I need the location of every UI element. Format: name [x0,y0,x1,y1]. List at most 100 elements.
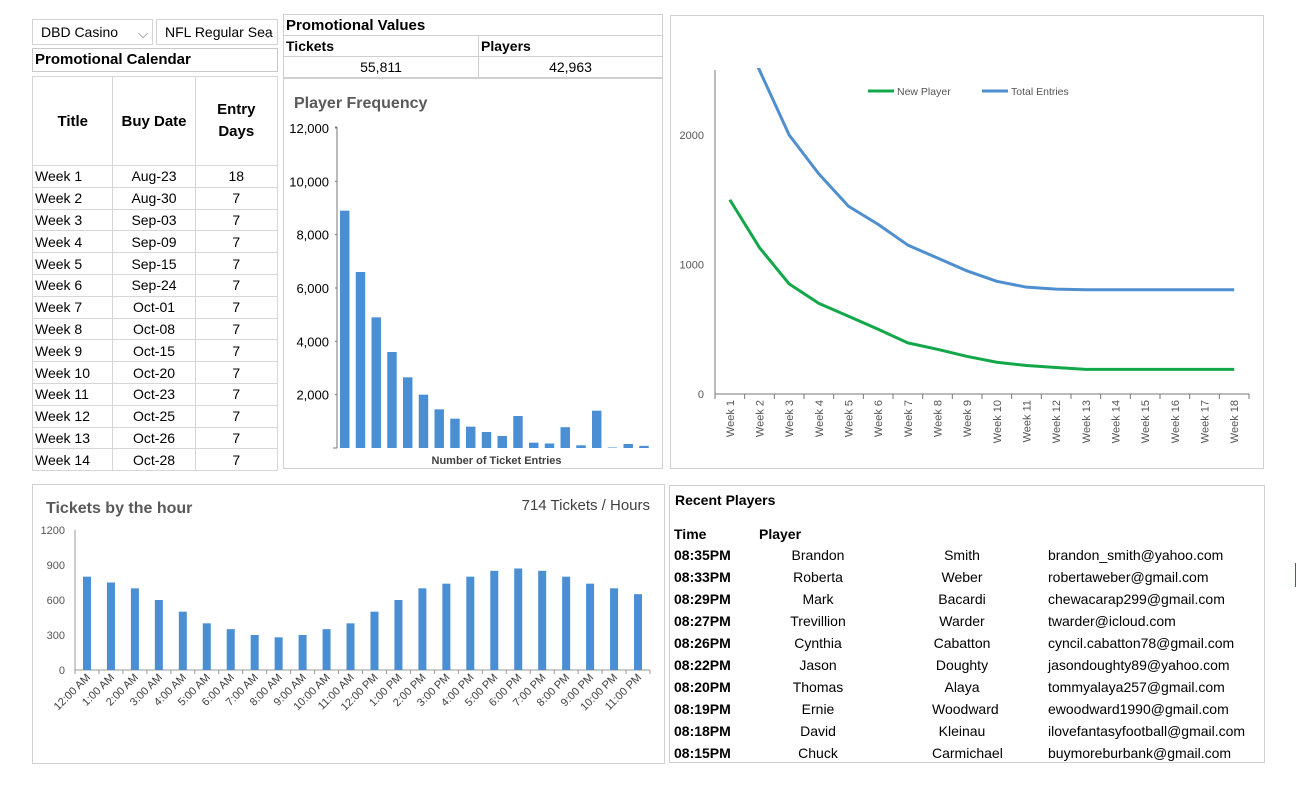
calendar-row: Week 12 Oct-25 7 [31,404,279,428]
y-tick-label: 2,000 [296,388,329,403]
calendar-week-cell: Week 3 [31,208,114,232]
calendar-row: Week 8 Oct-08 7 [31,317,279,341]
calendar-row: Week 14 Oct-28 7 [31,448,279,472]
frequency-bar [592,410,602,448]
calendar-row: Week 10 Oct-20 7 [31,361,279,384]
hour-bar [610,588,619,670]
hour-bar [106,582,115,670]
y-tick-label: 10,000 [289,174,329,189]
weekly-players-chart: 0 1000 2000 Week 1 Week 2 Week 3 Week 4 Week 5 W… [680,68,1250,443]
calendar-buy-date-cell: Sep-03 [112,208,196,232]
y-tick-label: 0 [698,389,704,401]
hour-bar [250,635,259,670]
promotional-values-table: Promotional Values Tickets Players 55,81… [283,14,663,78]
calendar-buy-date-cell: Oct-01 [112,295,196,319]
tickets-label: Tickets [283,35,479,57]
y-tick-label: 8,000 [296,228,329,243]
calendar-entry-days-cell: 7 [194,339,279,363]
frequency-bar [466,426,476,448]
player-email[interactable]: brandon_smith@yahoo.com [1048,547,1224,563]
calendar-week-cell: Week 13 [31,426,114,450]
player-first-name: Jason [799,657,837,673]
x-tick-label: Week 4 [814,400,826,437]
player-email[interactable]: robertaweber@gmail.com [1048,569,1209,585]
x-tick-label: Week 2 [755,400,767,437]
y-tick-label: 6,000 [296,281,329,296]
hour-bar [370,611,379,670]
y-tick-label: 600 [47,595,65,607]
player-time: 08:35PM [674,547,731,563]
player-header: Player [759,526,802,542]
player-email[interactable]: chewacarap299@gmail.com [1048,591,1225,607]
calendar-entry-days-cell: 7 [194,273,279,297]
frequency-bar [607,447,618,448]
time-header: Time [674,526,707,542]
x-tick-label: Week 6 [873,400,885,437]
frequency-bar [481,432,492,448]
frequency-bar [544,443,555,448]
calendar-week-cell: Week 4 [31,230,114,254]
player-email[interactable]: ilovefantasyfootball@gmail.com [1048,723,1246,739]
hour-bar [442,583,451,670]
calendar-row: Week 5 Sep-15 7 [31,252,279,275]
player-time: 08:27PM [674,613,731,629]
player-first-name: Roberta [793,569,843,585]
player-frequency-panel: Player Frequency 2,000 4,000 6,000 8,000 10,0… [283,78,663,469]
player-time: 08:18PM [674,723,731,739]
player-email[interactable]: ewoodward1990@gmail.com [1048,701,1229,717]
player-last-name: Smith [944,547,980,563]
hour-bar [130,588,139,670]
calendar-buy-date-cell: Oct-20 [112,361,196,384]
y-tick-label: 300 [47,630,65,642]
calendar-week-cell: Week 2 [31,186,114,210]
calendar-row: Week 4 Sep-09 7 [31,230,279,254]
calendar-row: Week 1 Aug-23 18 [31,165,279,188]
player-time: 08:29PM [674,591,731,607]
calendar-entry-days-cell: 7 [194,186,279,210]
player-first-name: Mark [802,591,834,607]
calendar-buy-date-cell: Sep-24 [112,273,196,297]
calendar-entry-days-cell: 7 [194,448,279,472]
calendar-row: Week 11 Oct-23 7 [31,382,279,406]
x-tick-label: Week 9 [962,400,974,437]
calendar-week-cell: Week 1 [31,165,114,188]
y-tick-label: 12,000 [289,121,329,136]
calendar-week-cell: Week 9 [31,339,114,363]
x-tick-label: Week 11 [1022,400,1034,442]
promotional-values-title: Promotional Values [283,14,663,36]
player-email[interactable]: cyncil.cabatton78@gmail.com [1048,635,1235,651]
frequency-bar [418,394,429,448]
x-tick-label: Week 3 [784,400,796,437]
casino-dropdown[interactable]: DBD Casino ⌵ [32,19,153,45]
calendar-entry-days-cell: 7 [194,295,279,319]
y-tick-label: 4,000 [296,334,329,349]
player-time: 08:26PM [674,635,731,651]
calendar-row: Week 13 Oct-26 7 [31,426,279,450]
player-last-name: Doughty [935,657,989,673]
calendar-buy-date-cell: Oct-25 [112,404,196,428]
player-first-name: Cynthia [794,635,842,651]
player-email[interactable]: jasondoughty89@yahoo.com [1048,657,1230,673]
frequency-bar [560,427,570,448]
hour-bar [418,588,427,670]
x-tick-label: Week 7 [903,400,915,437]
player-email[interactable]: tommyalaya257@gmail.com [1048,679,1225,695]
hour-bar [466,576,475,670]
calendar-week-cell: Week 14 [31,448,114,472]
x-tick-label: Week 10 [992,400,1004,443]
player-time: 08:20PM [674,679,731,695]
hour-bar [154,600,163,670]
frequency-bar [403,377,413,448]
frequency-bar [623,444,633,448]
x-tick-label: Week 8 [933,400,945,437]
frequency-bar [434,409,444,448]
y-tick-label: 900 [47,560,65,572]
frequency-bar [497,436,507,448]
calendar-title: Promotional Calendar [32,48,278,72]
season-dropdown[interactable]: NFL Regular Sea ⌵ [156,19,278,45]
calendar-week-cell: Week 10 [31,361,114,384]
recent-players-panel: Recent Players Time Player 08:35PM Brando… [669,485,1265,763]
player-email[interactable]: twarder@icloud.com [1048,613,1176,629]
player-time: 08:33PM [674,569,731,585]
player-email[interactable]: buymoreburbank@gmail.com [1048,745,1232,761]
